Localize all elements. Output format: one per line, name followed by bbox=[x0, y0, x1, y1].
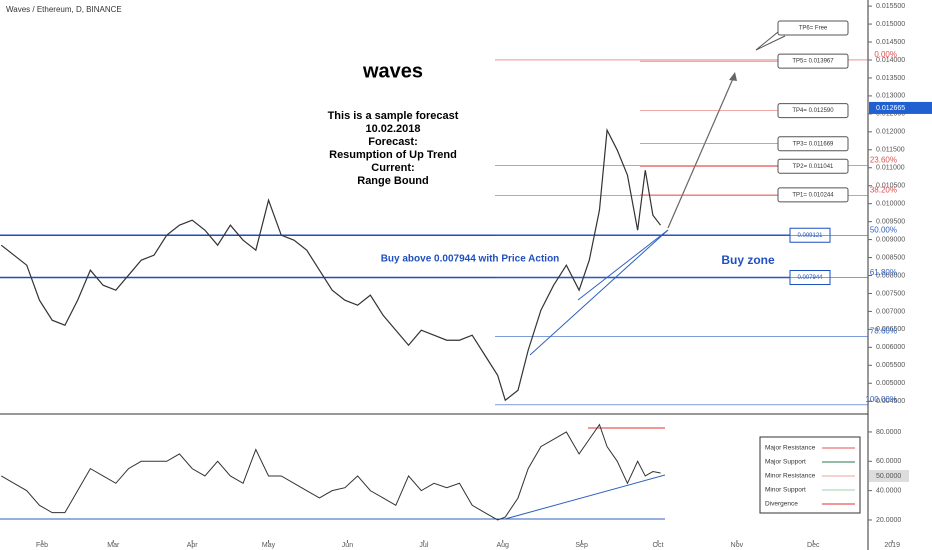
forecast-arrow bbox=[667, 73, 736, 229]
y-tick-label: 80.0000 bbox=[876, 429, 901, 436]
chart-title: waves bbox=[362, 60, 423, 82]
x-tick-label: Oct bbox=[653, 542, 664, 549]
zone-value: 0.009121 bbox=[797, 233, 823, 239]
y-tick-label: 40.0000 bbox=[876, 487, 901, 494]
y-tick-label: 0.005500 bbox=[876, 362, 905, 369]
target-label: TP4= 0.012590 bbox=[792, 108, 834, 114]
y-tick-label: 0.007000 bbox=[876, 308, 905, 315]
target-box bbox=[777, 136, 849, 152]
y-tick-label: 0.015000 bbox=[876, 21, 905, 28]
target-box bbox=[777, 158, 849, 174]
y-tick-label: 0.013000 bbox=[876, 93, 905, 100]
x-tick-label: Jun bbox=[342, 542, 353, 549]
y-tick-label: 0.004500 bbox=[876, 398, 905, 405]
annotation: Current: bbox=[371, 162, 414, 174]
zone-label: Buy zone bbox=[721, 253, 775, 267]
last-rsi: 50.0000 bbox=[876, 473, 901, 480]
x-tick-label: Nov bbox=[731, 542, 744, 549]
y-tick-label: 0.007500 bbox=[876, 290, 905, 297]
x-tick-label: Mar bbox=[107, 542, 120, 549]
annotation: Range Bound bbox=[357, 175, 429, 187]
target-label: TP3= 0.011669 bbox=[793, 141, 834, 147]
price-line bbox=[0, 128, 662, 402]
x-tick-label: Feb bbox=[36, 542, 48, 549]
annotation: Forecast: bbox=[368, 136, 418, 148]
annotation: Resumption of Up Trend bbox=[329, 149, 457, 161]
y-tick-label: 0.006000 bbox=[876, 344, 905, 351]
y-tick-label: 0.010000 bbox=[876, 201, 905, 208]
y-tick-label: 0.014000 bbox=[876, 57, 905, 64]
y-tick-label: 0.005000 bbox=[876, 380, 905, 387]
fib-label: 78.60% bbox=[870, 327, 897, 336]
y-tick-label: 0.012500 bbox=[876, 111, 905, 118]
trend-line bbox=[504, 474, 666, 520]
legend-label: Divergence bbox=[765, 501, 798, 508]
annotation: 10.02.2018 bbox=[365, 123, 420, 135]
y-tick-label: 20.0000 bbox=[876, 517, 901, 524]
x-tick-label: 2019 bbox=[884, 542, 900, 549]
callout-tail bbox=[755, 31, 786, 51]
target-box bbox=[777, 53, 849, 69]
fib-label: 23.60% bbox=[870, 156, 897, 165]
trend-line bbox=[529, 229, 669, 356]
y-tick-label: 0.014500 bbox=[876, 39, 905, 46]
x-tick-label: Dec bbox=[807, 542, 820, 549]
x-tick-label: Apr bbox=[187, 542, 199, 549]
legend-box bbox=[759, 436, 861, 514]
fib-label: 100.00% bbox=[865, 395, 897, 404]
rsi-line bbox=[1, 423, 661, 521]
legend-label: Major Resistance bbox=[765, 445, 816, 452]
arrow-head bbox=[729, 72, 737, 81]
annotation: This is a sample forecast bbox=[328, 110, 459, 122]
x-tick-label: May bbox=[262, 542, 276, 549]
y-tick-label: 0.015500 bbox=[876, 3, 905, 10]
fib-label: 0.00% bbox=[874, 50, 897, 59]
y-tick-label: 0.011000 bbox=[876, 165, 905, 172]
x-tick-label: Sep bbox=[575, 542, 588, 549]
x-tick-label: Aug bbox=[496, 542, 509, 549]
y-tick-label: 0.009500 bbox=[876, 218, 905, 225]
target-label: TP1= 0.010244 bbox=[792, 192, 834, 198]
header: Waves / Ethereum, D, BINANCE bbox=[6, 5, 122, 14]
target-box bbox=[777, 187, 849, 203]
legend-label: Major Support bbox=[765, 459, 806, 466]
y-tick-label: 60.0000 bbox=[876, 458, 901, 465]
y-tick-label: 0.006500 bbox=[876, 326, 905, 333]
fib-label: 61.80% bbox=[870, 268, 897, 277]
target-box bbox=[777, 20, 849, 36]
y-tick-label: 0.008500 bbox=[876, 254, 905, 261]
fib-label: 38.20% bbox=[870, 186, 897, 195]
target-label: TP6= Free bbox=[799, 26, 828, 32]
last-price: 0.012665 bbox=[876, 105, 905, 112]
y-tick-label: 0.008000 bbox=[876, 272, 905, 279]
y-tick-label: 0.011500 bbox=[876, 147, 905, 154]
y-tick-label: 0.010500 bbox=[876, 183, 905, 190]
last-rsi-tag bbox=[869, 469, 909, 482]
zone-value: 0.007944 bbox=[797, 275, 823, 281]
target-label: TP2= 0.011041 bbox=[793, 164, 834, 170]
trend-line bbox=[577, 229, 669, 301]
legend-label: Minor Resistance bbox=[765, 473, 816, 480]
target-label: TP5= 0.013967 bbox=[792, 59, 834, 65]
y-tick-label: 0.013500 bbox=[876, 75, 905, 82]
zone-text: Buy above 0.007944 with Price Action bbox=[381, 254, 560, 265]
legend-label: Minor Support bbox=[765, 487, 806, 494]
y-tick-label: 0.012000 bbox=[876, 129, 905, 136]
fib-label: 50.00% bbox=[870, 225, 897, 234]
last-price-tag bbox=[869, 101, 932, 114]
target-box bbox=[777, 103, 849, 119]
y-tick-label: 0.009000 bbox=[876, 236, 905, 243]
x-tick-label: Jul bbox=[419, 542, 428, 549]
